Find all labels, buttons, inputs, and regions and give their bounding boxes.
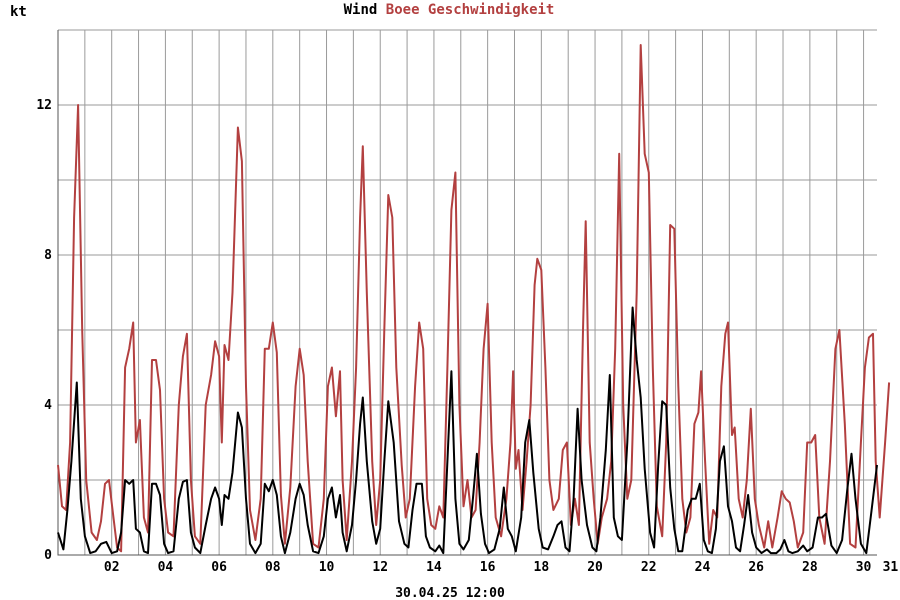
- y-tick-label: 8: [44, 248, 52, 263]
- x-tick-label: 28: [802, 560, 818, 575]
- series-line-wind: [57, 306, 878, 555]
- x-tick-label: 14: [426, 560, 442, 575]
- x-tick-label: 18: [534, 560, 550, 575]
- y-tick-label: 12: [36, 98, 52, 113]
- x-tick-label: 10: [319, 560, 335, 575]
- x-tick-label: 04: [158, 560, 174, 575]
- x-tick-label: 16: [480, 560, 496, 575]
- series-line-gust: [57, 44, 891, 553]
- x-tick-label: 02: [104, 560, 120, 575]
- axis-frame: [57, 30, 877, 556]
- chart-title: Wind Boee Geschwindigkeit: [344, 2, 555, 18]
- x-tick-label: 24: [695, 560, 711, 575]
- x-tick-label: 08: [265, 560, 281, 575]
- legend-wind: Wind: [344, 2, 378, 18]
- x-tick-label: 26: [748, 560, 764, 575]
- y-tick-label: 0: [44, 548, 52, 563]
- x-tick-label: 20: [587, 560, 603, 575]
- unit-label: kt: [10, 4, 27, 20]
- footer-timestamp: 30.04.25 12:00: [395, 586, 505, 600]
- legend-gust: Boee Geschwindigkeit: [386, 2, 555, 18]
- x-tick-label: 30: [856, 560, 872, 575]
- x-tick-label: 22: [641, 560, 657, 575]
- y-tick-label: 4: [44, 398, 52, 413]
- x-tick-label: 12: [372, 560, 388, 575]
- grid-lines: [57, 29, 877, 556]
- series-layer: [57, 44, 891, 555]
- x-tick-label: 06: [211, 560, 227, 575]
- x-tick-label: 31: [883, 560, 899, 575]
